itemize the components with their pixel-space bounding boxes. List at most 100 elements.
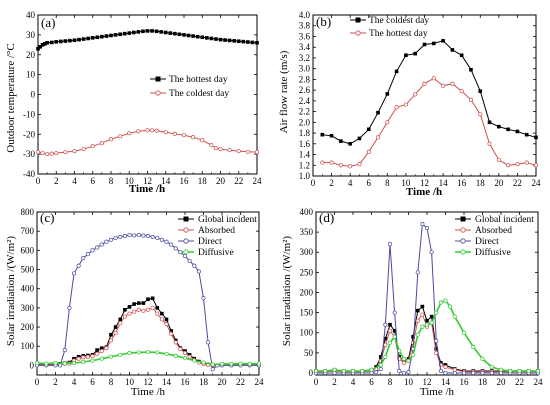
data-point-diffusive	[535, 368, 541, 374]
data-point-the-coldest-day	[441, 38, 445, 43]
data-point-direct	[429, 250, 434, 255]
data-point-absorbed	[155, 311, 160, 316]
x-tick-label: 24	[532, 178, 542, 188]
data-point-diffusive	[489, 364, 494, 370]
data-point-direct	[58, 363, 63, 368]
data-point-the-hottest-day	[200, 35, 205, 40]
data-point-absorbed	[85, 354, 90, 359]
data-point-the-coldest-day	[413, 51, 418, 56]
x-tick-label: 22	[236, 377, 245, 387]
legend-absorbed-c: Absorbed	[198, 226, 235, 236]
data-point-the-hottest-day	[95, 35, 100, 40]
data-point-absorbed	[95, 351, 100, 356]
y-tick-label: 800	[21, 207, 35, 217]
data-point-the-coldest-day	[49, 151, 54, 156]
data-point-diffusive	[118, 352, 123, 357]
data-point-direct	[383, 322, 388, 327]
data-point-absorbed	[387, 328, 393, 333]
data-point-the-hottest-day	[150, 29, 154, 33]
data-point-direct	[420, 222, 425, 227]
data-point-global-incident	[415, 308, 420, 313]
data-point-diffusive	[508, 368, 513, 374]
data-point-the-hottest-day	[100, 34, 104, 39]
data-point-the-hottest-day	[54, 40, 59, 44]
data-point-global-incident	[425, 318, 429, 323]
x-tick-label: 6	[369, 377, 374, 387]
x-tick-label: 2	[54, 176, 59, 186]
panel-d: Solar irradiation /(W/m²) Time /h (d) Gl…	[281, 207, 543, 398]
data-point-the-hottest-day	[236, 39, 241, 44]
data-point-global-incident	[146, 297, 150, 302]
data-point-absorbed	[443, 364, 448, 370]
data-point-direct	[452, 370, 457, 376]
data-point-diffusive	[420, 324, 425, 329]
data-point-direct	[122, 233, 127, 239]
series-line-direct	[316, 223, 538, 374]
data-point-the-hottest-day	[385, 120, 390, 125]
x-tick-label: 4	[72, 377, 77, 387]
data-point-diffusive	[526, 368, 531, 374]
y-tick-label: 0	[309, 368, 314, 378]
y-tick-label: 20	[26, 50, 36, 60]
data-point-the-hottest-day	[38, 45, 43, 49]
data-point-the-coldest-day	[422, 42, 427, 47]
data-point-the-coldest-day	[213, 146, 218, 151]
x-tick-label: 12	[144, 377, 153, 387]
data-point-the-hottest-day	[59, 39, 63, 44]
x-tick-label: 10	[404, 377, 414, 387]
data-point-direct	[81, 255, 86, 261]
data-point-the-hottest-day	[348, 164, 353, 169]
legend-marker-direct-d	[460, 238, 466, 244]
y-tick-label: 2.6	[299, 85, 311, 95]
data-point-global-incident	[378, 355, 383, 359]
x-tick-label: 10	[125, 377, 135, 387]
data-point-diffusive	[350, 368, 356, 374]
data-point-the-coldest-day	[40, 151, 45, 156]
x-tick-label: 8	[388, 377, 393, 387]
data-point-diffusive	[480, 356, 485, 361]
data-point-absorbed	[164, 322, 169, 327]
data-point-the-hottest-day	[104, 34, 109, 38]
data-point-diffusive	[99, 356, 104, 361]
x-tick-label: 16	[460, 377, 470, 387]
data-point-the-coldest-day	[154, 128, 159, 133]
data-point-direct	[145, 233, 151, 239]
data-point-the-hottest-day	[154, 29, 159, 34]
legend-diffusive-c: Diffusive	[198, 247, 234, 258]
data-point-diffusive	[498, 367, 504, 372]
data-point-diffusive	[443, 298, 448, 303]
x-tick-label: 0	[311, 178, 316, 188]
data-point-direct	[201, 296, 206, 301]
data-point-the-hottest-day	[90, 36, 95, 40]
y-tick-label: 10	[26, 70, 36, 80]
data-point-diffusive	[192, 358, 197, 363]
data-point-diffusive	[90, 358, 95, 363]
y-tick-label: 40	[26, 10, 36, 20]
data-point-global-incident	[132, 302, 136, 306]
x-tick-label: 4	[348, 178, 353, 188]
y-tick-label: 3.0	[299, 64, 311, 74]
data-point-absorbed	[159, 317, 164, 322]
data-point-the-coldest-day	[459, 53, 464, 58]
data-point-the-hottest-day	[515, 162, 520, 167]
series-line-the-hottest-day	[322, 77, 537, 167]
x-tick-label: 8	[385, 178, 390, 188]
data-point-the-hottest-day	[81, 37, 86, 41]
data-point-diffusive	[182, 356, 188, 361]
data-point-the-coldest-day	[236, 149, 241, 154]
data-point-the-hottest-day	[177, 32, 182, 37]
x-tick-label: 0	[35, 377, 40, 387]
data-point-the-hottest-day	[468, 97, 474, 102]
data-point-direct	[471, 370, 476, 376]
data-point-absorbed	[173, 340, 178, 345]
data-point-direct	[99, 242, 104, 247]
x-tick-label: 8	[109, 377, 114, 387]
data-point-direct	[192, 263, 197, 268]
data-point-diffusive	[452, 314, 457, 319]
panel-b-ylabel: Air flow rate (m/s)	[278, 50, 290, 133]
legend-coldest-day-b: The coldest day	[369, 16, 429, 26]
data-point-global-incident	[383, 336, 388, 341]
x-tick-label: 10	[401, 178, 411, 188]
legend-marker-coldest-b	[355, 17, 361, 23]
data-point-the-coldest-day	[163, 130, 168, 135]
